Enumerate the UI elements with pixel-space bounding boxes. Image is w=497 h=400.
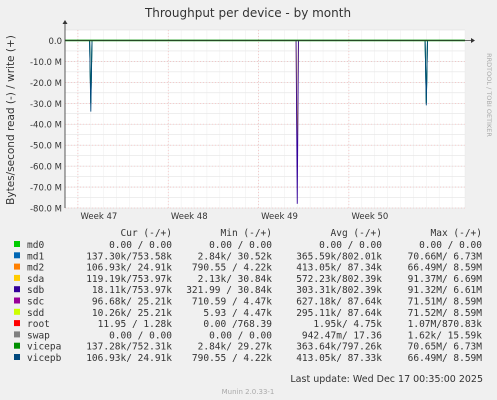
legend-swatch-md1 bbox=[14, 252, 20, 259]
y-tick-label: 0.0 bbox=[48, 37, 62, 47]
legend-value-min: 790.55 / 4.22k bbox=[192, 353, 272, 364]
legend-value-avg: 413.05k/ 87.33k bbox=[296, 353, 382, 364]
last-update: Last update: Wed Dec 17 00:35:00 2025 bbox=[290, 374, 483, 385]
legend-value-avg: 363.64k/797.26k bbox=[296, 342, 382, 353]
legend-value-min: 2.84k/ 29.27k bbox=[198, 342, 273, 353]
legend-value-avg: 413.05k/ 87.34k bbox=[296, 263, 382, 274]
legend-swatch-swap bbox=[14, 331, 20, 338]
legend-value-max: 66.49M/ 8.59M bbox=[408, 353, 483, 364]
legend-value-cur: 106.93k/ 24.91k bbox=[86, 353, 172, 364]
legend-value-min: 2.84k/ 30.52k bbox=[198, 251, 273, 262]
legend-value-max: 1.07M/870.83k bbox=[408, 319, 483, 330]
y-tick-label: -20.0 M bbox=[30, 79, 62, 89]
legend-value-max: 91.37M/ 6.69M bbox=[408, 274, 483, 285]
legend-name: sda bbox=[27, 274, 44, 285]
legend-value-cur: 137.28k/752.31k bbox=[86, 342, 172, 353]
legend-value-cur: 137.30k/753.58k bbox=[86, 251, 172, 262]
x-tick-label: Week 49 bbox=[261, 212, 298, 222]
y-tick-label: -70.0 M bbox=[30, 184, 62, 194]
legend-name: vicepa bbox=[27, 342, 61, 353]
legend-value-min: 710.59 / 4.47k bbox=[192, 297, 272, 308]
legend-value-min: 790.55 / 4.22k bbox=[192, 263, 272, 274]
legend-value-max: 70.65M/ 6.73M bbox=[408, 342, 483, 353]
legend-name: md0 bbox=[27, 240, 44, 251]
legend-value-min: 0.00 / 0.00 bbox=[209, 330, 272, 341]
legend-value-min: 2.13k/ 30.84k bbox=[198, 274, 273, 285]
legend-value-cur: 119.19k/753.97k bbox=[86, 274, 172, 285]
legend-swatch-md0 bbox=[14, 241, 20, 247]
legend-swatch-vicepa bbox=[14, 342, 20, 349]
legend-value-avg: 295.11k/ 87.64k bbox=[296, 308, 382, 319]
axes bbox=[62, 20, 475, 208]
legend-value-cur: 96.68k/ 25.21k bbox=[92, 297, 172, 308]
legend-swatch-sdc bbox=[14, 297, 20, 304]
legend-value-max: 91.32M/ 6.61M bbox=[408, 285, 483, 296]
legend-swatch-root bbox=[14, 320, 20, 327]
legend-value-cur: 106.93k/ 24.91k bbox=[86, 263, 172, 274]
legend-value-avg: 942.47m/ 17.36 bbox=[302, 330, 382, 341]
x-tick-label: Week 50 bbox=[351, 212, 388, 222]
y-tick-label: -80.0 M bbox=[30, 205, 62, 215]
legend-name: sdc bbox=[27, 297, 44, 308]
legend-value-max: 71.51M/ 8.59M bbox=[408, 297, 483, 308]
legend-name: root bbox=[27, 319, 50, 330]
y-axis-arrow bbox=[62, 20, 68, 24]
legend-value-min: 5.93 / 4.47k bbox=[203, 308, 272, 319]
legend-value-max: 0.00 / 0.00 bbox=[419, 240, 482, 251]
legend-name: swap bbox=[27, 330, 50, 341]
legend-value-avg: 303.31k/802.39k bbox=[296, 285, 382, 296]
legend-value-cur: 10.26k/ 25.21k bbox=[92, 308, 172, 319]
legend: Cur (-/+) Min (-/+) Avg (-/+) Max (-/+) md0 0… bbox=[14, 228, 482, 364]
legend-value-cur: 11.95 / 1.28k bbox=[98, 319, 173, 330]
legend-swatch-sdd bbox=[14, 308, 20, 315]
legend-swatch-sdb bbox=[14, 286, 20, 293]
legend-value-min: 321.99 / 30.84k bbox=[186, 285, 272, 296]
axis-ticks: 0.0 -10.0 M -20.0 M -30.0 M -40.0 M -50.0 M -6… bbox=[30, 37, 388, 222]
legend-value-max: 66.49M/ 8.59M bbox=[408, 263, 483, 274]
legend-value-cur: 18.11k/753.97k bbox=[92, 285, 172, 296]
x-tick-label: Week 47 bbox=[80, 212, 117, 222]
side-watermark: RRDTOOL / TOBI OETIKER bbox=[485, 53, 493, 137]
plot-area bbox=[65, 30, 465, 208]
legend-header: Cur (-/+) bbox=[121, 228, 172, 239]
x-tick-label: Week 48 bbox=[171, 212, 208, 222]
legend-header: Avg (-/+) bbox=[331, 228, 382, 239]
legend-name: sdb bbox=[27, 285, 44, 296]
legend-name: sdd bbox=[27, 308, 44, 319]
legend-value-max: 71.52M/ 8.59M bbox=[408, 308, 483, 319]
y-tick-label: -30.0 M bbox=[30, 100, 62, 110]
y-tick-label: -40.0 M bbox=[30, 121, 62, 131]
legend-value-min: 0.00 / 0.00 bbox=[209, 240, 272, 251]
legend-header: Max (-/+) bbox=[431, 228, 482, 239]
y-tick-label: -50.0 M bbox=[30, 142, 62, 152]
legend-value-cur: 0.00 / 0.00 bbox=[109, 330, 172, 341]
legend-swatch-vicepb bbox=[14, 354, 20, 360]
legend-value-avg: 0.00 / 0.00 bbox=[319, 240, 382, 251]
legend-value-max: 70.66M/ 6.73M bbox=[408, 251, 483, 262]
legend-name: md2 bbox=[27, 263, 44, 274]
grid bbox=[64, 29, 466, 209]
y-tick-label: -60.0 M bbox=[30, 163, 62, 173]
legend-value-avg: 1.95k/ 4.75k bbox=[313, 319, 382, 330]
y-tick-label: -10.0 M bbox=[30, 58, 62, 68]
legend-name: md1 bbox=[27, 251, 44, 262]
legend-name: vicepb bbox=[27, 353, 62, 364]
x-axis-arrow bbox=[471, 37, 475, 43]
legend-value-min: 0.00 /768.39 bbox=[203, 319, 272, 330]
legend-header: Min (-/+) bbox=[221, 228, 272, 239]
legend-swatch-sda bbox=[14, 274, 20, 281]
munin-version: Munin 2.0.33-1 bbox=[222, 388, 275, 396]
legend-value-avg: 365.59k/802.01k bbox=[296, 251, 382, 262]
legend-swatch-md2 bbox=[14, 263, 20, 270]
legend-value-avg: 572.23k/802.39k bbox=[296, 274, 382, 285]
legend-value-max: 1.62k/ 15.59k bbox=[408, 330, 483, 341]
legend-value-avg: 627.18k/ 87.64k bbox=[296, 297, 382, 308]
y-axis-label: Bytes/second read (-) / write (+) bbox=[5, 35, 17, 205]
legend-value-cur: 0.00 / 0.00 bbox=[109, 240, 172, 251]
chart-title: Throughput per device - by month bbox=[144, 6, 351, 20]
